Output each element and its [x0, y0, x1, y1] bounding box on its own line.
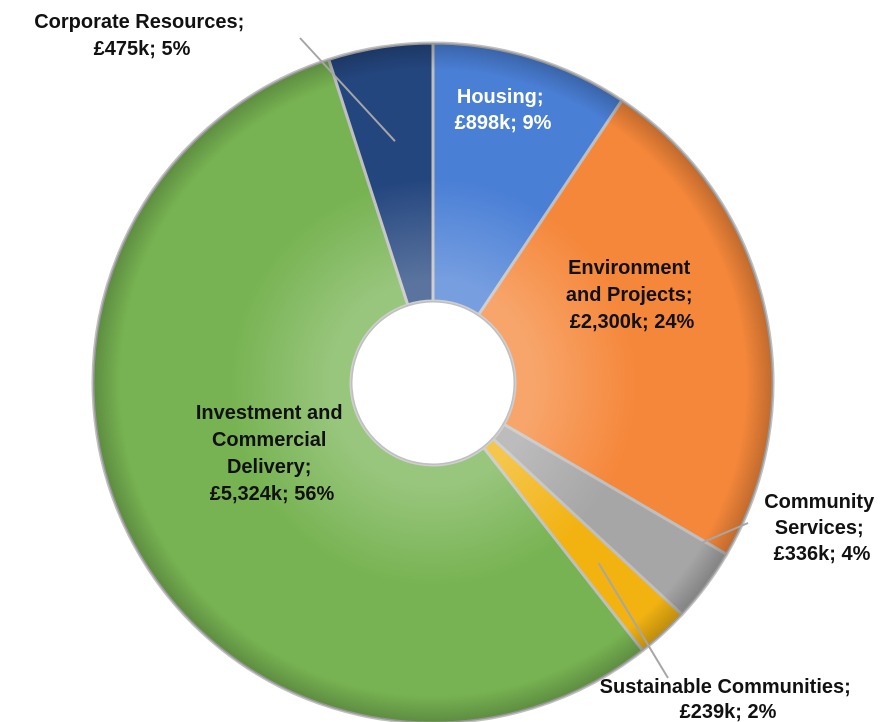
label-housing: Housing; £898k; 9% [455, 86, 552, 134]
label-investment-and-commercial-delivery: Investment and Commercial Delivery; £5,3… [196, 402, 348, 505]
label-corporate-resources: Corporate Resources; £475k; 5% [34, 11, 250, 60]
leader-line-community-services [667, 522, 749, 559]
leader-line-corporate-resources [299, 37, 396, 142]
label-community-services: Community Services; £336k; 4% [764, 491, 880, 565]
label-sustainable-communities: Sustainable Communities; £239k; 2% [600, 676, 857, 722]
label-environment-and-projects: Environment and Projects; £2,300k; 24% [566, 257, 698, 333]
leader-line-sustainable-communities [597, 562, 669, 679]
